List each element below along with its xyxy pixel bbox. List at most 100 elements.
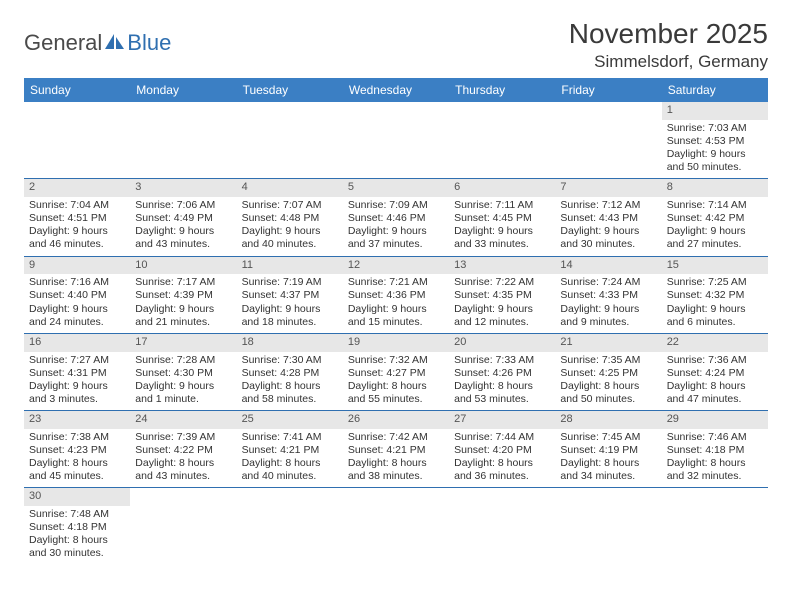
- sunset-text: Sunset: 4:46 PM: [348, 212, 444, 225]
- sunset-text: Sunset: 4:26 PM: [454, 367, 550, 380]
- day-number: 24: [130, 411, 236, 429]
- sunrise-text: Sunrise: 7:44 AM: [454, 431, 550, 444]
- sunrise-text: Sunrise: 7:48 AM: [29, 508, 125, 521]
- day-body: Sunrise: 7:14 AMSunset: 4:42 PMDaylight:…: [662, 197, 768, 256]
- sunset-text: Sunset: 4:53 PM: [667, 135, 763, 148]
- dow-sunday: Sunday: [24, 78, 130, 102]
- day-number: 21: [555, 334, 661, 352]
- day-body: Sunrise: 7:25 AMSunset: 4:32 PMDaylight:…: [662, 274, 768, 333]
- day-body: Sunrise: 7:19 AMSunset: 4:37 PMDaylight:…: [237, 274, 343, 333]
- day-number: 8: [662, 179, 768, 197]
- calendar-grid: SundayMondayTuesdayWednesdayThursdayFrid…: [24, 78, 768, 565]
- day-body: Sunrise: 7:32 AMSunset: 4:27 PMDaylight:…: [343, 352, 449, 411]
- sunset-text: Sunset: 4:21 PM: [242, 444, 338, 457]
- day-cell-empty: [237, 102, 343, 178]
- day-number: 25: [237, 411, 343, 429]
- day-number: 12: [343, 257, 449, 275]
- sunrise-text: Sunrise: 7:07 AM: [242, 199, 338, 212]
- day-cell: 1 Sunrise: 7:03 AMSunset: 4:53 PMDaylight…: [662, 102, 768, 178]
- day-body: Sunrise: 7:12 AMSunset: 4:43 PMDaylight:…: [555, 197, 661, 256]
- week-row: 9Sunrise: 7:16 AMSunset: 4:40 PMDaylight…: [24, 257, 768, 334]
- title-block: November 2025 Simmelsdorf, Germany: [569, 18, 768, 72]
- daylight-text: Daylight: 9 hours and 50 minutes.: [667, 148, 763, 174]
- sunset-text: Sunset: 4:30 PM: [135, 367, 231, 380]
- daylight-text: Daylight: 9 hours and 24 minutes.: [29, 303, 125, 329]
- sunset-text: Sunset: 4:25 PM: [560, 367, 656, 380]
- day-cell: 15Sunrise: 7:25 AMSunset: 4:32 PMDayligh…: [662, 257, 768, 333]
- day-body: Sunrise: 7:39 AMSunset: 4:22 PMDaylight:…: [130, 429, 236, 488]
- sunrise-text: Sunrise: 7:27 AM: [29, 354, 125, 367]
- day-cell: 23Sunrise: 7:38 AMSunset: 4:23 PMDayligh…: [24, 411, 130, 487]
- sunrise-text: Sunrise: 7:41 AM: [242, 431, 338, 444]
- day-cell: 8Sunrise: 7:14 AMSunset: 4:42 PMDaylight…: [662, 179, 768, 255]
- daylight-text: Daylight: 8 hours and 53 minutes.: [454, 380, 550, 406]
- sunset-text: Sunset: 4:36 PM: [348, 289, 444, 302]
- sunset-text: Sunset: 4:19 PM: [560, 444, 656, 457]
- dow-wednesday: Wednesday: [343, 78, 449, 102]
- week-row: 1 Sunrise: 7:03 AMSunset: 4:53 PMDaylight…: [24, 102, 768, 179]
- day-cell: 12Sunrise: 7:21 AMSunset: 4:36 PMDayligh…: [343, 257, 449, 333]
- day-body: Sunrise: 7:28 AMSunset: 4:30 PMDaylight:…: [130, 352, 236, 411]
- sail-icon: [104, 30, 126, 56]
- daylight-text: Daylight: 8 hours and 50 minutes.: [560, 380, 656, 406]
- day-number: 26: [343, 411, 449, 429]
- sunrise-text: Sunrise: 7:16 AM: [29, 276, 125, 289]
- sunrise-text: Sunrise: 7:39 AM: [135, 431, 231, 444]
- daylight-text: Daylight: 9 hours and 46 minutes.: [29, 225, 125, 251]
- sunset-text: Sunset: 4:35 PM: [454, 289, 550, 302]
- sunrise-text: Sunrise: 7:09 AM: [348, 199, 444, 212]
- day-number: 9: [24, 257, 130, 275]
- dow-saturday: Saturday: [662, 78, 768, 102]
- daylight-text: Daylight: 9 hours and 12 minutes.: [454, 303, 550, 329]
- sunset-text: Sunset: 4:40 PM: [29, 289, 125, 302]
- day-body: Sunrise: 7:11 AMSunset: 4:45 PMDaylight:…: [449, 197, 555, 256]
- sunset-text: Sunset: 4:37 PM: [242, 289, 338, 302]
- week-row: 23Sunrise: 7:38 AMSunset: 4:23 PMDayligh…: [24, 411, 768, 488]
- day-number: 1: [662, 102, 768, 120]
- day-body: Sunrise: 7:30 AMSunset: 4:28 PMDaylight:…: [237, 352, 343, 411]
- day-number: 16: [24, 334, 130, 352]
- location: Simmelsdorf, Germany: [569, 52, 768, 72]
- dow-monday: Monday: [130, 78, 236, 102]
- daylight-text: Daylight: 9 hours and 27 minutes.: [667, 225, 763, 251]
- day-body: Sunrise: 7:42 AMSunset: 4:21 PMDaylight:…: [343, 429, 449, 488]
- day-number: 7: [555, 179, 661, 197]
- sunset-text: Sunset: 4:42 PM: [667, 212, 763, 225]
- sunrise-text: Sunrise: 7:46 AM: [667, 431, 763, 444]
- day-cell-empty: [237, 488, 343, 564]
- day-body: Sunrise: 7:16 AMSunset: 4:40 PMDaylight:…: [24, 274, 130, 333]
- sunset-text: Sunset: 4:31 PM: [29, 367, 125, 380]
- daylight-text: Daylight: 9 hours and 1 minute.: [135, 380, 231, 406]
- sunset-text: Sunset: 4:18 PM: [29, 521, 125, 534]
- day-cell-empty: [343, 488, 449, 564]
- day-number: 10: [130, 257, 236, 275]
- sunset-text: Sunset: 4:20 PM: [454, 444, 550, 457]
- day-cell: 16Sunrise: 7:27 AMSunset: 4:31 PMDayligh…: [24, 334, 130, 410]
- day-cell-empty: [449, 488, 555, 564]
- day-cell: 26Sunrise: 7:42 AMSunset: 4:21 PMDayligh…: [343, 411, 449, 487]
- day-cell: 9Sunrise: 7:16 AMSunset: 4:40 PMDaylight…: [24, 257, 130, 333]
- sunrise-text: Sunrise: 7:04 AM: [29, 199, 125, 212]
- dow-friday: Friday: [555, 78, 661, 102]
- sunset-text: Sunset: 4:24 PM: [667, 367, 763, 380]
- daylight-text: Daylight: 9 hours and 43 minutes.: [135, 225, 231, 251]
- day-number: 30: [24, 488, 130, 506]
- dow-tuesday: Tuesday: [237, 78, 343, 102]
- sunset-text: Sunset: 4:48 PM: [242, 212, 338, 225]
- day-cell-empty: [555, 488, 661, 564]
- day-body: Sunrise: 7:22 AMSunset: 4:35 PMDaylight:…: [449, 274, 555, 333]
- day-number: 20: [449, 334, 555, 352]
- day-body: Sunrise: 7:04 AMSunset: 4:51 PMDaylight:…: [24, 197, 130, 256]
- day-cell: 27Sunrise: 7:44 AMSunset: 4:20 PMDayligh…: [449, 411, 555, 487]
- sunset-text: Sunset: 4:32 PM: [667, 289, 763, 302]
- sunset-text: Sunset: 4:23 PM: [29, 444, 125, 457]
- day-cell: 10Sunrise: 7:17 AMSunset: 4:39 PMDayligh…: [130, 257, 236, 333]
- sunrise-text: Sunrise: 7:03 AM: [667, 122, 763, 135]
- day-body: Sunrise: 7:07 AMSunset: 4:48 PMDaylight:…: [237, 197, 343, 256]
- day-number: 22: [662, 334, 768, 352]
- day-cell: 14Sunrise: 7:24 AMSunset: 4:33 PMDayligh…: [555, 257, 661, 333]
- sunset-text: Sunset: 4:22 PM: [135, 444, 231, 457]
- day-body: Sunrise: 7:38 AMSunset: 4:23 PMDaylight:…: [24, 429, 130, 488]
- sunset-text: Sunset: 4:51 PM: [29, 212, 125, 225]
- sunset-text: Sunset: 4:43 PM: [560, 212, 656, 225]
